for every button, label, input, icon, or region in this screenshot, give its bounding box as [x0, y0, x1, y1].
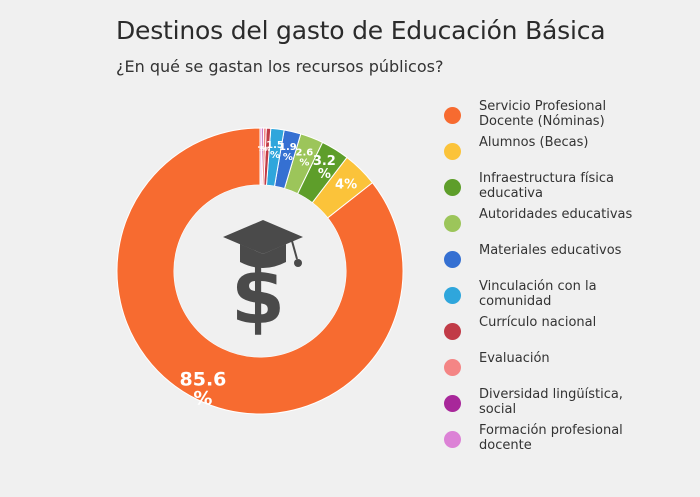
legend-label: Formación profesional docente	[479, 423, 623, 453]
slice-value-label: %	[261, 146, 267, 153]
legend-label: Servicio Profesional Docente (Nóminas)	[479, 99, 607, 129]
svg-text:$: $	[231, 252, 285, 342]
legend-item: Formación profesional docente	[444, 423, 694, 459]
legend-label: Vinculación con la comunidad	[479, 279, 597, 309]
legend-item: Servicio Profesional Docente (Nóminas)	[444, 99, 694, 135]
slice-value-label: 4%	[335, 177, 357, 192]
slice-value-label: 85.6%	[180, 369, 227, 410]
legend-item: Infraestructura física educativa	[444, 171, 694, 207]
slice-value-label: %	[258, 146, 264, 153]
legend-item: Materiales educativos	[444, 243, 694, 279]
legend-label: Currículo nacional	[479, 315, 597, 330]
slice-value-label: 1.5%	[266, 140, 284, 161]
legend-item: Diversidad lingüística, social	[444, 387, 694, 423]
legend-swatch	[444, 107, 461, 124]
legend-swatch	[444, 215, 461, 232]
legend-item: Autoridades educativas	[444, 207, 694, 243]
legend-swatch	[444, 395, 461, 412]
data-labels: 85.6 %4%3.2 %2.6 %1.9 %1.5%%%%%	[180, 140, 358, 410]
legend-swatch	[444, 323, 461, 340]
legend-item: Currículo nacional	[444, 315, 694, 351]
chart-subtitle: ¿En qué se gastan los recursos públicos?	[116, 57, 444, 76]
slice-value-label: 2.6%	[296, 147, 314, 168]
legend-label: Autoridades educativas	[479, 207, 633, 222]
slice-value-label: %	[264, 146, 270, 153]
donut-hole	[174, 185, 346, 357]
legend-label: Diversidad lingüística, social	[479, 387, 623, 417]
donut-slice	[259, 127, 263, 186]
slice-value-label: 3.2%	[313, 154, 336, 182]
legend-label: Infraestructura física educativa	[479, 171, 615, 201]
slice-value-label: %	[259, 146, 265, 153]
legend-label: Materiales educativos	[479, 243, 622, 258]
chart-legend: Servicio Profesional Docente (Nóminas) A…	[444, 99, 694, 459]
legend-item: Alumnos (Becas)	[444, 135, 694, 171]
legend-swatch	[444, 359, 461, 376]
legend-swatch	[444, 143, 461, 160]
legend-label: Alumnos (Becas)	[479, 135, 589, 150]
legend-swatch	[444, 431, 461, 448]
legend-label: Evaluación	[479, 351, 550, 366]
graduation-cap-dollar-icon: $	[223, 220, 303, 342]
legend-swatch	[444, 251, 461, 268]
chart-title: Destinos del gasto de Educación Básica	[116, 16, 606, 45]
legend-item: Vinculación con la comunidad	[444, 279, 694, 315]
slice-value-label: 1.9%	[279, 142, 297, 163]
legend-item: Evaluación	[444, 351, 694, 387]
legend-swatch	[444, 179, 461, 196]
legend-swatch	[444, 287, 461, 304]
